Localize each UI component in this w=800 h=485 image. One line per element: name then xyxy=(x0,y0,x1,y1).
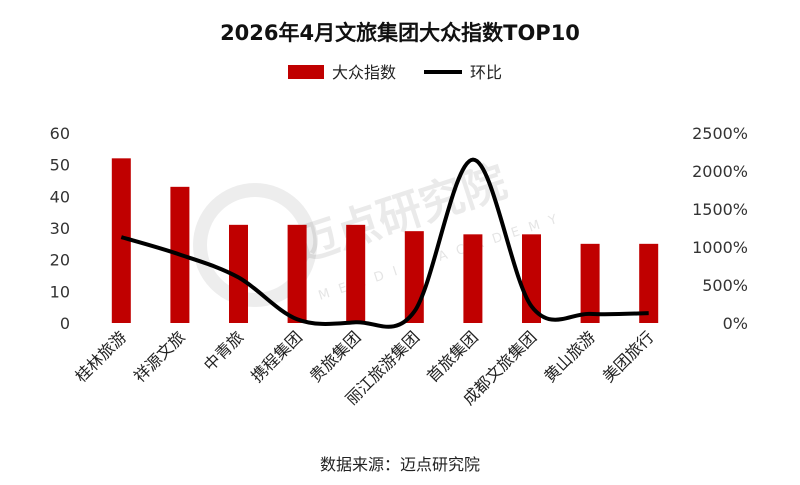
x-tick-label: 黄山旅游 xyxy=(540,327,599,386)
x-tick-label: 携程集团 xyxy=(247,327,306,386)
legend-label-line: 环比 xyxy=(470,63,502,82)
y-right-tick-label: 1500% xyxy=(692,200,748,219)
x-axis: 桂林旅游 祥源文旅 中青旅 携程集团 贵旅集团丽江旅游集团 首旅集团成都文旅集团 黄山旅游美… xyxy=(71,327,657,408)
y-left-tick-label: 40 xyxy=(50,187,70,206)
x-tick-label: 美团旅行 xyxy=(599,327,658,386)
y-left-tick-label: 50 xyxy=(50,156,70,175)
x-tick-label: 祥源文旅 xyxy=(130,327,189,386)
y-left-tick-label: 10 xyxy=(50,282,70,301)
bar xyxy=(522,234,541,323)
bar xyxy=(639,243,659,323)
bar xyxy=(463,234,483,323)
line-series xyxy=(120,157,649,329)
bar xyxy=(111,158,131,323)
bar xyxy=(229,224,248,323)
x-tick-label: 中青旅 xyxy=(200,327,247,374)
x-tick-label: 首旅集团 xyxy=(423,327,482,386)
bar xyxy=(287,224,307,323)
y-left-tick-label: 20 xyxy=(50,251,70,270)
y-right-tick-label: 0% xyxy=(723,314,748,333)
x-tick-label: 贵旅集团 xyxy=(306,327,365,386)
legend-label-bar: 大众指数 xyxy=(332,63,396,82)
y-right-tick-label: 2500% xyxy=(692,124,748,143)
legend: 大众指数 环比 xyxy=(288,63,502,82)
watermark-logo xyxy=(193,183,317,307)
x-tick-label: 桂林旅游 xyxy=(71,327,130,386)
y-axis-left: 0 10 20 30 40 50 60 xyxy=(50,124,70,333)
bar xyxy=(346,224,366,323)
legend-swatch-bar xyxy=(288,65,324,79)
y-left-tick-label: 60 xyxy=(50,124,70,143)
y-right-tick-label: 1000% xyxy=(692,238,748,257)
y-left-tick-label: 0 xyxy=(60,314,70,333)
source-note: 数据来源：迈点研究院 xyxy=(320,455,480,474)
y-right-tick-label: 500% xyxy=(702,276,748,295)
watermark: 迈点研究院 MEADIN ACADEMY xyxy=(193,156,569,307)
y-right-tick-label: 2000% xyxy=(692,162,748,181)
bar xyxy=(580,243,600,323)
chart-title: 2026年4月文旅集团大众指数TOP10 xyxy=(220,21,580,45)
y-axis-right: 0% 500% 1000% 1500% 2000% 2500% xyxy=(692,124,748,333)
y-left-tick-label: 30 xyxy=(50,219,70,238)
